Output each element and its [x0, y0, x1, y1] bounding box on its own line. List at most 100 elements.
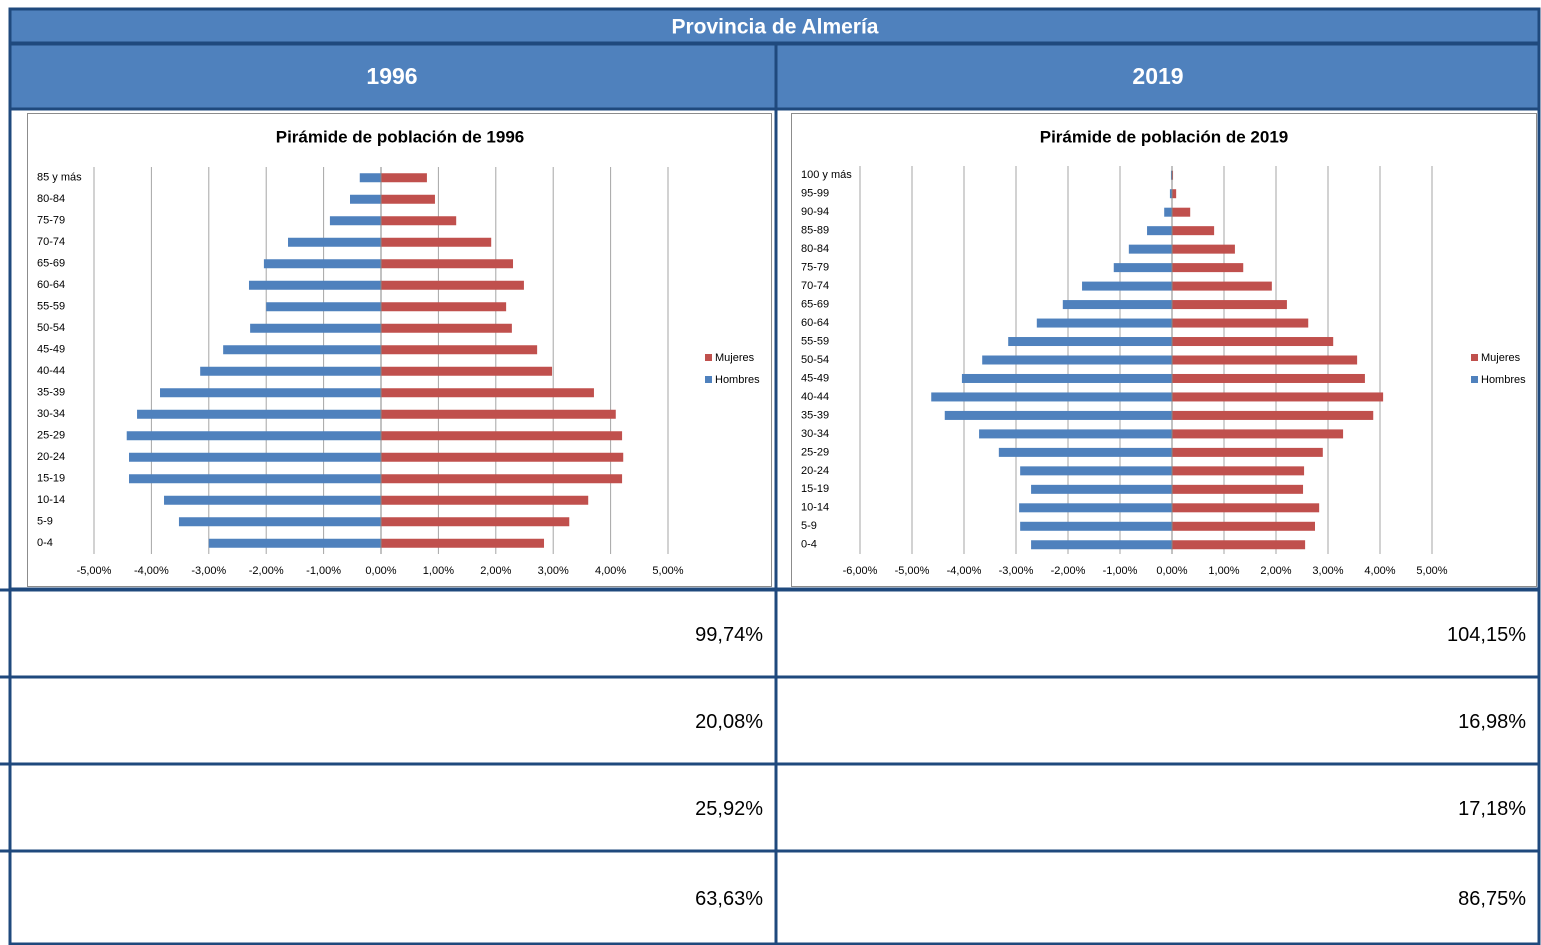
bar: [381, 409, 616, 419]
bar: [1172, 263, 1244, 273]
y-tick-label: 25-29: [37, 430, 65, 442]
bar: [1172, 207, 1191, 217]
cell-value: 20,08%: [695, 711, 763, 733]
bar: [248, 280, 381, 290]
bar: [381, 538, 545, 548]
y-tick-label: 45-49: [37, 344, 65, 356]
table-cell: [774, 762, 1541, 853]
y-tick-label: 45-49: [801, 372, 829, 384]
x-tick-label: -2,00%: [1051, 565, 1086, 577]
cell-value: 63,63%: [695, 888, 763, 910]
bar: [1172, 466, 1305, 476]
y-tick-label: 20-24: [37, 451, 65, 463]
y-tick-label: 65-69: [37, 258, 65, 270]
cell-value: 99,74%: [695, 624, 763, 646]
cell-value: 104,15%: [1447, 624, 1526, 646]
y-tick-label: 35-39: [37, 387, 65, 399]
x-tick-label: 3,00%: [538, 565, 569, 577]
bar: [381, 323, 512, 333]
bar: [1172, 373, 1365, 383]
bar: [961, 373, 1172, 383]
bar: [381, 259, 514, 269]
legend-swatch: [1471, 376, 1478, 383]
y-tick-label: 60-64: [37, 279, 65, 291]
bar: [288, 237, 381, 247]
bar: [1164, 207, 1172, 217]
legend-label: Hombres: [715, 374, 760, 386]
bar: [1172, 503, 1320, 513]
x-tick-label: 1,00%: [423, 565, 454, 577]
x-tick-label: -2,00%: [249, 565, 284, 577]
x-tick-label: 4,00%: [595, 565, 626, 577]
table-cell: [8, 849, 778, 945]
y-tick-label: 85 y más: [37, 172, 82, 184]
y-tick-label: 30-34: [37, 408, 65, 420]
bar: [1147, 226, 1172, 236]
table-cell: [774, 588, 1541, 679]
x-tick-label: 0,00%: [365, 565, 396, 577]
x-tick-label: -1,00%: [1103, 565, 1138, 577]
bar: [1172, 447, 1323, 457]
table-cell: [774, 849, 1541, 945]
table-cell: [774, 675, 1541, 766]
bar: [998, 447, 1172, 457]
x-tick-label: -6,00%: [843, 565, 878, 577]
edge-lines: [0, 588, 10, 853]
bar: [381, 302, 507, 312]
y-tick-label: 55-59: [801, 335, 829, 347]
bar: [1020, 521, 1172, 531]
y-tick-label: 5-9: [37, 516, 53, 528]
y-tick-label: 85-89: [801, 225, 829, 237]
bar: [1172, 540, 1306, 550]
year-header: 1996: [366, 63, 417, 89]
x-tick-label: 1,00%: [1208, 565, 1239, 577]
y-tick-label: 70-74: [801, 280, 829, 292]
x-tick-label: -4,00%: [134, 565, 169, 577]
bar: [266, 302, 381, 312]
legend-swatch: [705, 354, 712, 361]
y-tick-label: 20-24: [801, 465, 829, 477]
y-tick-label: 10-14: [801, 502, 829, 514]
x-tick-label: 0,00%: [1156, 565, 1187, 577]
bar: [359, 173, 381, 183]
bar: [126, 431, 381, 441]
bar: [1172, 484, 1304, 494]
bar: [381, 237, 492, 247]
legend-label: Hombres: [1481, 374, 1526, 386]
legend-swatch: [1471, 354, 1478, 361]
y-tick-label: 35-39: [801, 409, 829, 421]
bar: [381, 474, 623, 484]
bar: [263, 259, 381, 269]
bar: [381, 452, 624, 462]
sheet-title: Provincia de Almería: [672, 16, 879, 39]
y-tick-label: 10-14: [37, 494, 65, 506]
x-tick-label: -5,00%: [77, 565, 112, 577]
x-tick-label: 2,00%: [480, 565, 511, 577]
bar: [1172, 244, 1235, 254]
bar: [250, 323, 381, 333]
y-tick-label: 95-99: [801, 188, 829, 200]
bar: [1172, 429, 1344, 439]
year-cell: [8, 42, 778, 111]
bar: [381, 345, 538, 355]
bar: [1062, 300, 1172, 310]
y-tick-label: 0-4: [801, 539, 817, 551]
bar: [1172, 318, 1309, 328]
y-tick-label: 70-74: [37, 236, 65, 248]
y-tick-label: 15-19: [37, 473, 65, 485]
bar: [1172, 337, 1334, 347]
x-tick-label: 4,00%: [1364, 565, 1395, 577]
legend-label: Mujeres: [715, 352, 755, 364]
bar: [381, 431, 623, 441]
x-tick-label: -3,00%: [191, 565, 226, 577]
bar: [1172, 189, 1177, 199]
y-tick-label: 50-54: [37, 322, 65, 334]
bar: [944, 410, 1172, 420]
bar: [208, 538, 381, 548]
x-tick-label: 2,00%: [1260, 565, 1291, 577]
bar: [164, 495, 381, 505]
y-tick-label: 0-4: [37, 537, 53, 549]
bar: [1170, 170, 1172, 180]
bar: [1031, 540, 1172, 550]
